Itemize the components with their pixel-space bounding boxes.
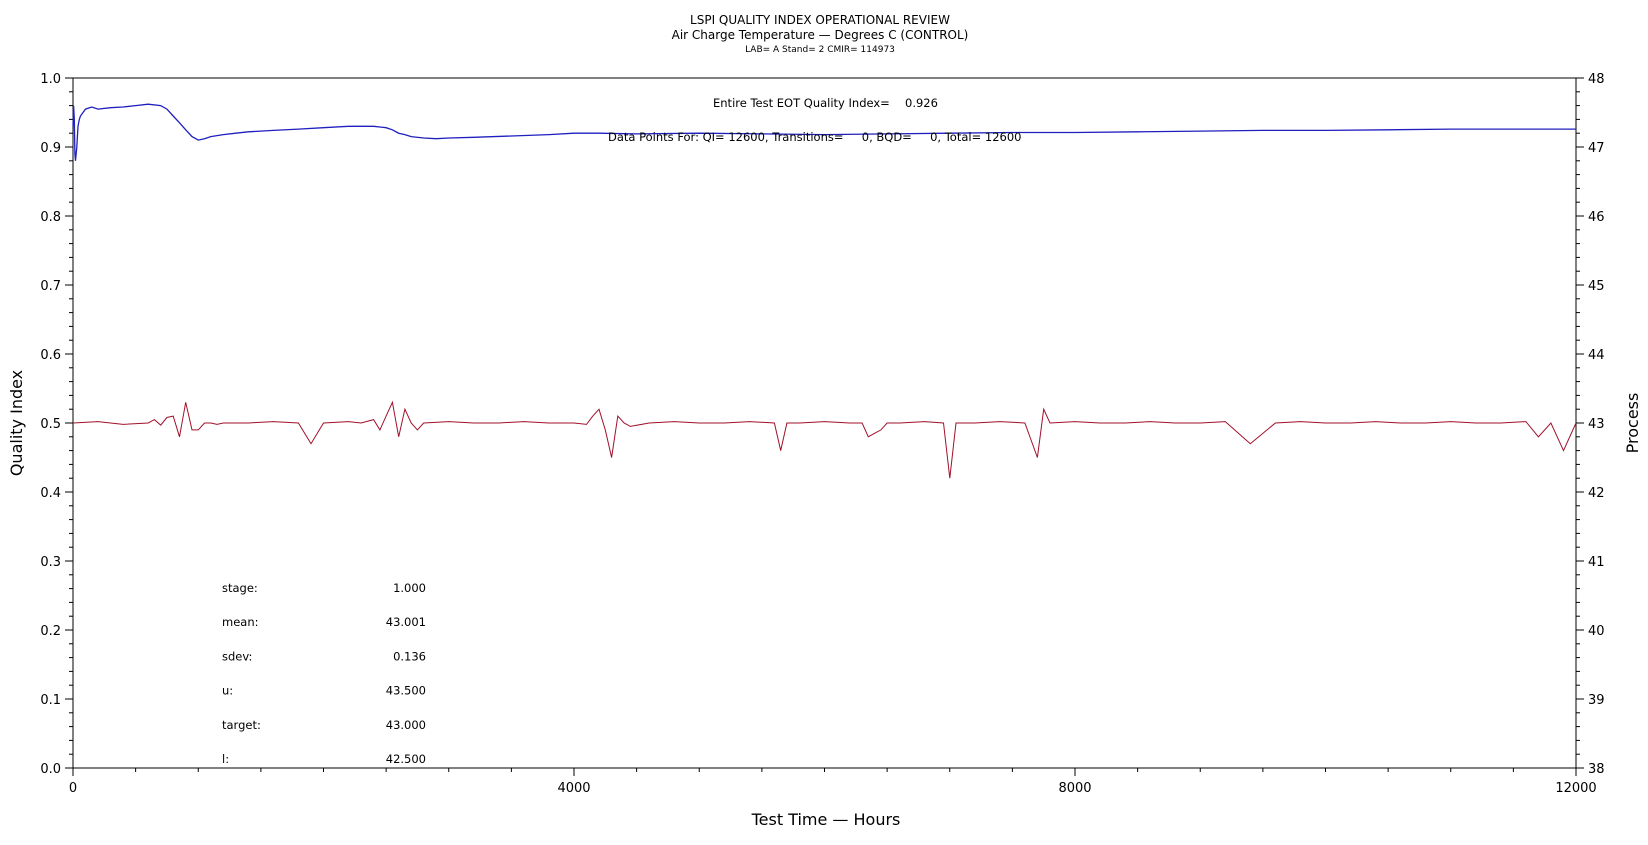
y2-tick-label: 46 [1588, 210, 1605, 225]
stats-value: 43.500 [386, 684, 426, 698]
quality-index-series-line [72, 103, 1576, 161]
y2-tick-label: 44 [1588, 348, 1605, 363]
x-tick-label: 12000 [1555, 781, 1596, 796]
stats-label: l: [222, 752, 229, 766]
y2-tick-label: 39 [1588, 693, 1605, 708]
y-tick-label: 0.8 [40, 210, 61, 225]
stats-value: 43.000 [386, 718, 426, 732]
y-axis-left: 0.0 0.1 0.2 0.3 0.4 0.5 0.6 0.7 0.8 0.9 1.0 [40, 72, 73, 777]
stats-table: stage: 1.000 mean: 43.001 sdev: 0.136 u: 43.500… [222, 581, 426, 766]
y-tick-label: 0.0 [40, 762, 61, 777]
stats-label: sdev: [222, 649, 252, 663]
y2-tick-label: 42 [1588, 486, 1605, 501]
stats-label: stage: [222, 581, 258, 595]
y-tick-label: 0.2 [40, 624, 61, 639]
stats-value: 1.000 [393, 581, 426, 595]
y-tick-label: 1.0 [40, 72, 61, 87]
y2-tick-label: 40 [1588, 624, 1605, 639]
chart-subtitle-2: LAB= A Stand= 2 CMIR= 114973 [745, 45, 895, 55]
y2-tick-label: 41 [1588, 555, 1605, 570]
y2-tick-label: 45 [1588, 279, 1605, 294]
y-axis-label: Quality Index [7, 370, 26, 476]
x-tick-label: 0 [69, 781, 77, 796]
x-axis-label: Test Time — Hours [751, 810, 901, 829]
x-axis: 0 4000 8000 12000 [69, 768, 1597, 796]
datapoints-annotation: Data Points For: QI= 12600, Transitions=… [608, 130, 1021, 144]
stats-label: mean: [222, 615, 259, 629]
y-tick-label: 0.5 [40, 417, 61, 432]
chart-title: LSPI QUALITY INDEX OPERATIONAL REVIEW [690, 13, 950, 27]
y-tick-label: 0.6 [40, 348, 61, 363]
qi-value: 0.926 [905, 96, 938, 110]
stats-value: 42.500 [386, 752, 426, 766]
y2-tick-label: 48 [1588, 72, 1605, 87]
series-group [72, 103, 1577, 479]
chart-subtitle: Air Charge Temperature — Degrees C (CONT… [672, 28, 969, 42]
y-tick-label: 0.7 [40, 279, 61, 294]
stats-label: u: [222, 684, 233, 698]
x-tick-label: 4000 [557, 781, 590, 796]
y-tick-label: 0.9 [40, 141, 61, 156]
y2-tick-label: 43 [1588, 417, 1605, 432]
y2-axis-label: Process [1623, 393, 1642, 454]
y-tick-label: 0.4 [40, 486, 61, 501]
y2-tick-label: 38 [1588, 762, 1605, 777]
y-tick-label: 0.1 [40, 693, 61, 708]
x-tick-label: 8000 [1058, 781, 1091, 796]
y-axis-right: 38 39 40 41 42 43 44 45 46 47 48 [1576, 72, 1605, 777]
process-series-line [72, 400, 1577, 479]
y-tick-label: 0.3 [40, 555, 61, 570]
stats-label: target: [222, 718, 261, 732]
qi-label: Entire Test EOT Quality Index= [713, 96, 890, 110]
y2-tick-label: 47 [1588, 141, 1605, 156]
stats-value: 0.136 [393, 649, 426, 663]
stats-value: 43.001 [386, 615, 426, 629]
